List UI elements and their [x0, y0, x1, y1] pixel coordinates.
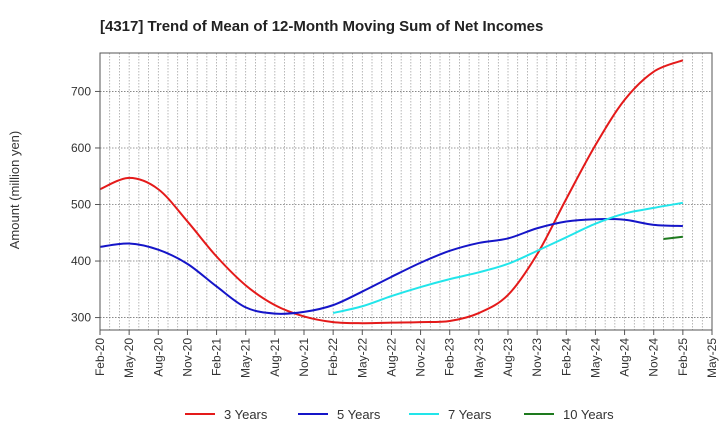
y-tick-label: 700: [71, 84, 91, 98]
y-tick-label: 500: [71, 198, 91, 212]
x-ticks: Feb-20 May-20 Aug-20 Nov-20 Feb-21 May-21 Aug-…: [93, 330, 719, 378]
series-line-7-years: [332, 201, 684, 315]
x-tick-label: May-24: [588, 338, 602, 378]
x-tick-label: Nov-20: [180, 338, 194, 377]
x-tick-label: Feb-23: [443, 338, 457, 376]
y-tick-label: 300: [71, 311, 91, 325]
x-tick-label: Feb-22: [326, 338, 340, 376]
x-tick-label: May-21: [239, 338, 253, 378]
series-line-5-years: [99, 218, 683, 315]
plot-frame: [99, 52, 713, 331]
x-tick-label: Nov-22: [414, 338, 428, 377]
legend-label-7-years: 7 Years: [448, 407, 492, 422]
x-tick-label: Nov-24: [647, 338, 661, 377]
x-tick-label: Aug-22: [384, 338, 398, 377]
x-tick-label: Aug-20: [151, 338, 165, 377]
x-tick-label: Aug-21: [268, 338, 282, 377]
series-line-10-years: [663, 235, 683, 240]
y-tick-label: 400: [71, 254, 91, 268]
x-tick-label: May-22: [355, 338, 369, 378]
x-tick-label: Aug-23: [501, 338, 515, 377]
x-tick-label: May-25: [705, 338, 719, 378]
y-tick-label: 600: [71, 141, 91, 155]
legend: 3 Years 5 Years 7 Years 10 Years: [185, 407, 614, 422]
x-tick-label: Nov-21: [297, 338, 311, 377]
legend-label-3-years: 3 Years: [224, 407, 268, 422]
x-tick-label: Feb-25: [676, 338, 690, 376]
series-line-3-years: [99, 59, 684, 325]
x-tick-label: May-23: [472, 338, 486, 378]
x-tick-label: Nov-23: [530, 338, 544, 377]
legend-label-5-years: 5 Years: [337, 407, 381, 422]
series-lines: [99, 59, 684, 325]
y-ticks: 300 400 500 600 700: [71, 84, 100, 325]
grid: [100, 53, 712, 330]
x-tick-label: Aug-24: [618, 338, 632, 377]
x-tick-label: Feb-20: [93, 338, 107, 376]
y-axis-label: Amount (million yen): [7, 131, 22, 250]
x-tick-label: May-20: [122, 338, 136, 378]
chart-title: [4317] Trend of Mean of 12-Month Moving …: [100, 18, 543, 35]
legend-label-10-years: 10 Years: [563, 407, 614, 422]
x-tick-label: Feb-21: [210, 338, 224, 376]
x-tick-label: Feb-24: [559, 338, 573, 376]
